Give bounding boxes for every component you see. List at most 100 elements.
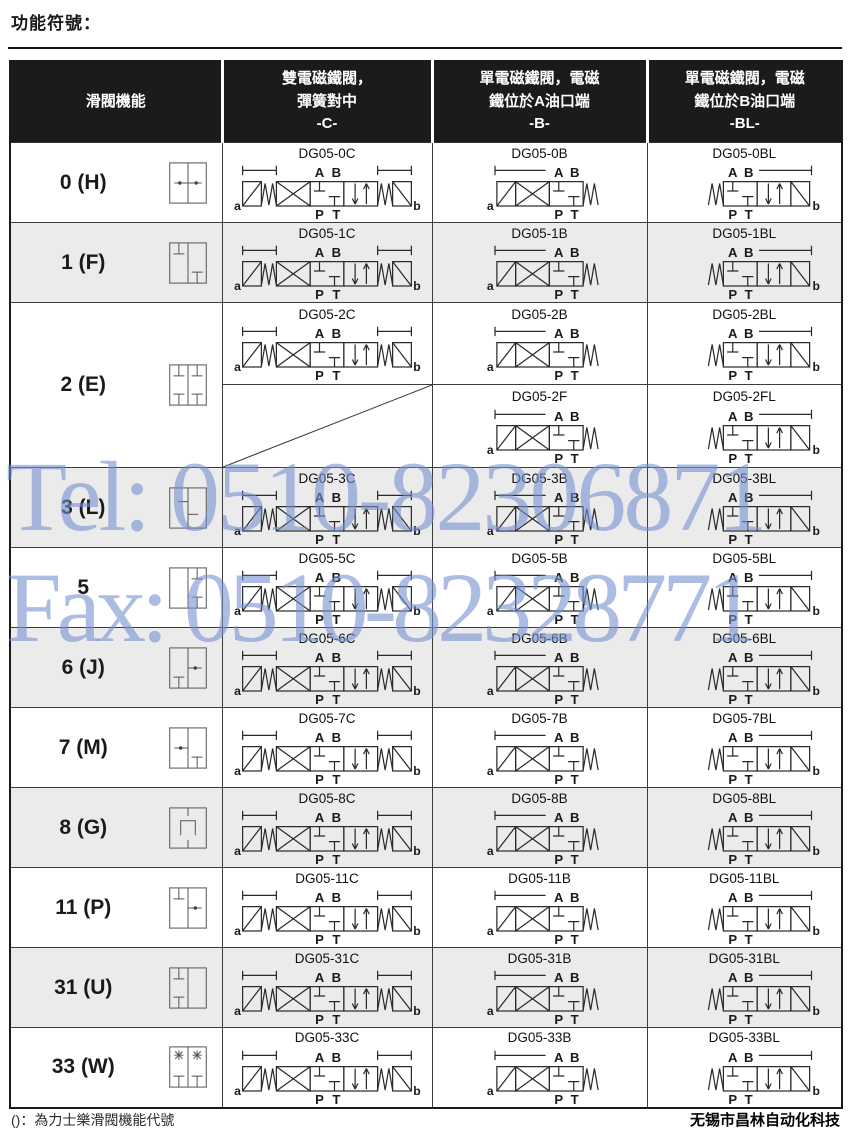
model-label: DG05-31B: [507, 950, 572, 966]
valve-symbol-c: a b A B P T: [234, 326, 421, 382]
col-header-single-solenoid-b: 單電磁鐵閥，電磁 鐵位於A油口端 -B-: [430, 61, 647, 143]
svg-text:a: a: [486, 604, 493, 618]
svg-text:B: B: [744, 810, 753, 825]
svg-text:P: P: [729, 368, 738, 382]
diagonal-line: [223, 385, 432, 467]
svg-text:T: T: [570, 1092, 578, 1106]
svg-text:B: B: [569, 730, 578, 745]
svg-text:A: A: [554, 970, 564, 985]
function-cell: 6 (J): [9, 627, 223, 708]
table-row: 8 (G) DG05-8C a b A B P T DG05-8B a A B P T DG05-8B…: [9, 787, 843, 868]
svg-text:A: A: [728, 409, 738, 424]
valve-symbol-bl: b A B P T: [708, 165, 820, 221]
svg-text:A: A: [554, 409, 564, 424]
valve-symbol-b: a A B P T: [486, 326, 599, 382]
model-label: DG05-3C: [298, 470, 356, 486]
svg-text:B: B: [332, 570, 341, 585]
svg-text:P: P: [315, 1012, 324, 1026]
valve-symbol-bl: b A B P T: [708, 1050, 820, 1106]
valve-symbol-b: a A B P T: [486, 730, 599, 786]
svg-text:B: B: [332, 1050, 341, 1065]
spool-symbol-icon: [168, 161, 207, 204]
svg-text:P: P: [554, 612, 563, 626]
svg-text:B: B: [332, 810, 341, 825]
function-label: 3 (L): [61, 495, 106, 519]
col-header-single-solenoid-bl: 單電磁鐵閥，電磁 鐵位於B油口端 -BL-: [645, 61, 842, 143]
svg-text:T: T: [745, 692, 753, 706]
valve-symbol-c: a b A B P T: [234, 165, 421, 221]
svg-text:A: A: [554, 326, 564, 341]
svg-text:T: T: [745, 612, 753, 626]
svg-text:A: A: [728, 810, 738, 825]
valve-symbol-bl: b A B P T: [708, 810, 820, 866]
svg-text:b: b: [813, 1004, 820, 1018]
function-cell: 31 (U): [9, 947, 223, 1028]
svg-text:P: P: [729, 852, 738, 866]
spool-symbol-icon: [168, 566, 207, 609]
svg-text:a: a: [234, 524, 241, 538]
svg-text:T: T: [745, 207, 753, 221]
svg-text:P: P: [315, 287, 324, 301]
svg-text:b: b: [413, 764, 420, 778]
svg-text:B: B: [744, 490, 753, 505]
svg-text:B: B: [332, 970, 341, 985]
model-label: DG05-1B: [511, 225, 568, 241]
function-label: 11 (P): [55, 895, 112, 919]
svg-text:T: T: [332, 1092, 340, 1106]
function-label: 6 (J): [61, 655, 105, 679]
function-label: 7 (M): [58, 735, 108, 759]
model-label: DG05-5C: [298, 550, 356, 566]
function-cell: 3 (L): [9, 467, 223, 548]
model-label: DG05-31C: [294, 950, 360, 966]
function-label: 5: [77, 575, 90, 599]
model-label: DG05-7C: [298, 710, 356, 726]
svg-text:P: P: [315, 207, 324, 221]
svg-text:T: T: [332, 1012, 340, 1026]
svg-text:B: B: [744, 245, 753, 260]
svg-text:A: A: [554, 165, 564, 180]
model-label: DG05-3B: [511, 470, 568, 486]
model-label: DG05-2B: [511, 306, 568, 322]
spool-symbol-icon: [168, 364, 207, 406]
table-row: 2 (E) DG05-2C a b A B P T DG05-2B a A B P T DG05-2B…: [9, 302, 843, 468]
model-label: DG05-33BL: [708, 1030, 780, 1046]
svg-text:A: A: [315, 490, 325, 505]
svg-text:b: b: [413, 279, 420, 293]
svg-text:B: B: [569, 165, 578, 180]
svg-text:b: b: [813, 443, 820, 457]
spool-symbol-icon: [168, 966, 207, 1009]
svg-text:P: P: [729, 932, 738, 946]
svg-text:B: B: [569, 245, 578, 260]
svg-text:P: P: [315, 852, 324, 866]
page-title: 功能符號：: [11, 14, 101, 33]
svg-text:T: T: [745, 1012, 753, 1026]
valve-symbol-b: a A B P T: [486, 810, 599, 866]
svg-text:b: b: [813, 604, 820, 618]
svg-text:b: b: [813, 199, 820, 213]
svg-text:T: T: [332, 772, 340, 786]
svg-text:T: T: [332, 207, 340, 221]
function-cell: 5: [9, 547, 223, 628]
model-label: DG05-3BL: [712, 470, 777, 486]
svg-text:b: b: [413, 360, 420, 374]
svg-text:B: B: [744, 1050, 753, 1065]
model-label: DG05-8C: [298, 790, 356, 806]
svg-text:B: B: [744, 890, 753, 905]
svg-text:b: b: [413, 684, 420, 698]
table-row: 1 (F) DG05-1C a b A B P T DG05-1B a A B P T DG05-1B…: [9, 222, 843, 303]
svg-text:B: B: [569, 890, 578, 905]
model-label: DG05-33C: [294, 1030, 360, 1046]
svg-text:a: a: [486, 443, 493, 457]
svg-text:b: b: [813, 279, 820, 293]
